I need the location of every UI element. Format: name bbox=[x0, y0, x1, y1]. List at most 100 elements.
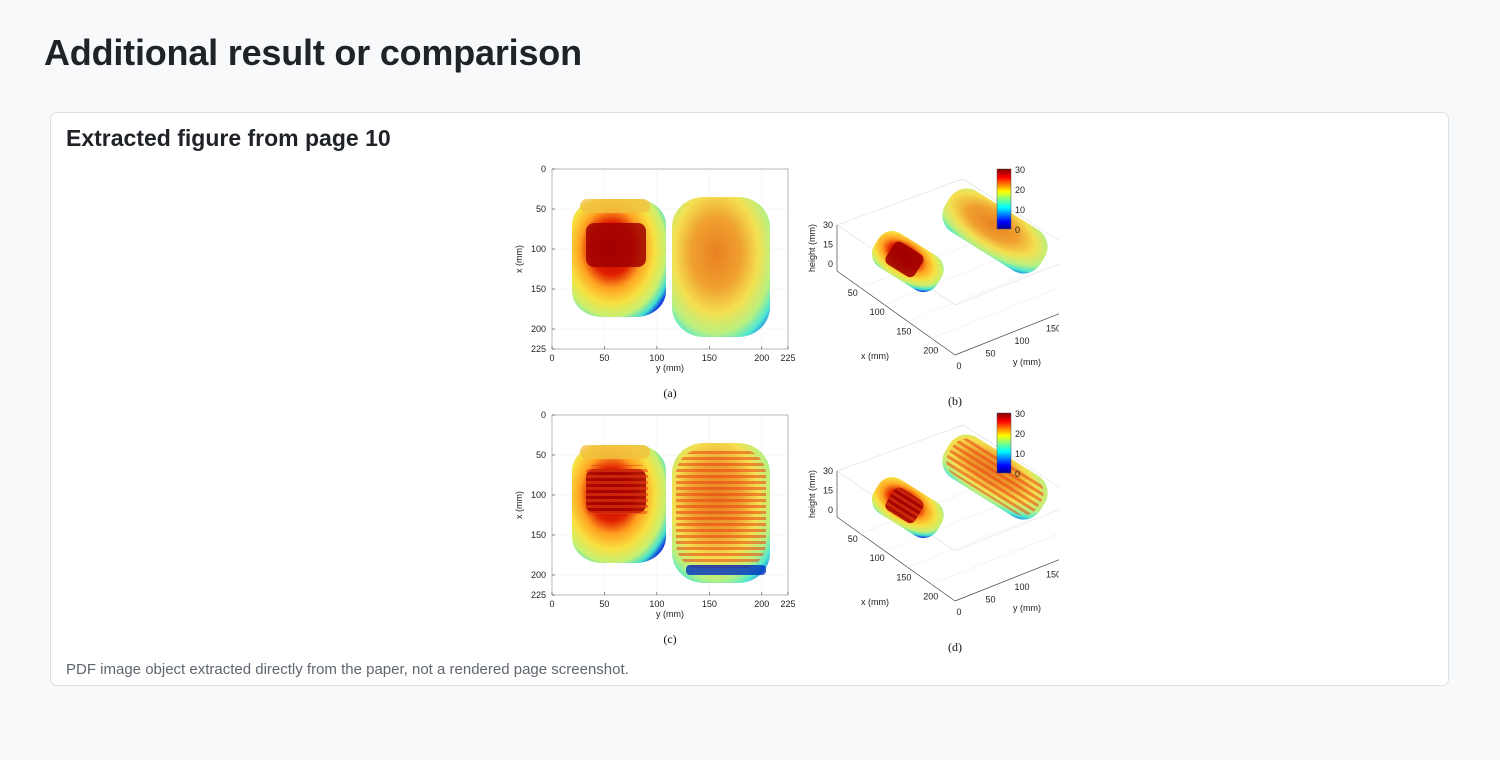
y-tick-label: 50 bbox=[536, 450, 546, 460]
colorbar-tick-label: 20 bbox=[1015, 185, 1025, 195]
car-left-hood bbox=[580, 445, 650, 459]
car-right-stripes bbox=[676, 449, 766, 569]
panel-label: (b) bbox=[948, 394, 962, 408]
y-tick-label: 0 bbox=[956, 607, 961, 617]
car-right-3d bbox=[942, 188, 1048, 274]
x-tick-label: 100 bbox=[870, 553, 885, 563]
z-axis-label: height (mm) bbox=[807, 224, 817, 272]
colorbar-tick-label: 30 bbox=[1015, 165, 1025, 175]
colorbar-tick-label: 0 bbox=[1015, 225, 1020, 235]
grid-line bbox=[931, 287, 1058, 339]
x-axis-label: x (mm) bbox=[861, 597, 889, 607]
card-title: Extracted figure from page 10 bbox=[66, 125, 391, 151]
y-tick-label: 50 bbox=[985, 349, 995, 359]
colorbar: 30 20 10 0 bbox=[996, 165, 1025, 235]
car-right-3d-stripes bbox=[946, 438, 1044, 516]
car-right-3d bbox=[942, 434, 1048, 520]
y-axis-label: y (mm) bbox=[1013, 357, 1041, 367]
grid-line bbox=[884, 254, 1011, 305]
colorbar-tick-label: 20 bbox=[1015, 429, 1025, 439]
x-tick-label: 100 bbox=[649, 599, 664, 609]
x-tick-label: 0 bbox=[549, 599, 554, 609]
colorbar-gradient bbox=[996, 412, 1012, 474]
y-tick-label: 150 bbox=[1046, 324, 1059, 334]
x-tick-label: 150 bbox=[702, 353, 717, 363]
y-axis-label: x (mm) bbox=[514, 245, 524, 273]
y-tick-label: 50 bbox=[536, 204, 546, 214]
y-tick-label: 225 bbox=[531, 344, 546, 354]
car-left-hood bbox=[580, 199, 650, 213]
car-left-3d-stripes bbox=[885, 487, 924, 524]
y-tick-label: 150 bbox=[531, 530, 546, 540]
x-tick-label: 150 bbox=[702, 599, 717, 609]
x-axis-label: y (mm) bbox=[656, 609, 684, 619]
colorbar-tick-label: 30 bbox=[1015, 409, 1025, 419]
panel-a: 0 0 50 50 100 100 150 150 200 200 225 225 y (mm) x (m… bbox=[514, 164, 796, 400]
colorbar-tick-label: 0 bbox=[1015, 469, 1020, 479]
y-axis-line bbox=[954, 313, 1059, 356]
y-axis-line bbox=[954, 559, 1059, 602]
colorbar-gradient bbox=[996, 168, 1012, 230]
x-tick-label: 200 bbox=[923, 345, 938, 355]
x-tick-label: 225 bbox=[780, 599, 795, 609]
grid-line bbox=[907, 271, 1034, 322]
y-tick-label: 100 bbox=[531, 244, 546, 254]
x-tick-label: 50 bbox=[848, 534, 858, 544]
x-axis-label: x (mm) bbox=[861, 351, 889, 361]
y-tick-label: 0 bbox=[541, 410, 546, 420]
x-tick-label: 50 bbox=[848, 288, 858, 298]
x-tick-label: 50 bbox=[599, 599, 609, 609]
z-tick-label: 30 bbox=[823, 220, 833, 230]
y-tick-label: 150 bbox=[1046, 570, 1059, 580]
z-tick-label: 15 bbox=[823, 240, 833, 250]
car-left-roof bbox=[586, 223, 646, 267]
car-right-heightmap bbox=[672, 197, 770, 337]
x-axis-line bbox=[836, 270, 956, 356]
car-right-3d-body bbox=[942, 188, 1048, 274]
x-tick-label: 100 bbox=[870, 307, 885, 317]
y-axis-label: x (mm) bbox=[514, 491, 524, 519]
z-axis-label: height (mm) bbox=[807, 470, 817, 518]
x-tick-label: 200 bbox=[754, 599, 769, 609]
z-tick-label: 30 bbox=[823, 466, 833, 476]
x-axis-line bbox=[836, 516, 956, 602]
x-tick-label: 100 bbox=[649, 353, 664, 363]
page-title: Additional result or comparison bbox=[44, 32, 582, 73]
y-tick-label: 100 bbox=[1014, 582, 1029, 592]
y-tick-label: 50 bbox=[985, 595, 995, 605]
y-axis-label: y (mm) bbox=[1013, 603, 1041, 613]
figure-caption: PDF image object extracted directly from… bbox=[66, 661, 629, 678]
grid-line bbox=[931, 533, 1058, 585]
x-tick-label: 50 bbox=[599, 353, 609, 363]
z-tick-label: 0 bbox=[828, 505, 833, 515]
x-tick-label: 150 bbox=[896, 572, 911, 582]
x-tick-label: 200 bbox=[923, 591, 938, 601]
y-tick-label: 150 bbox=[531, 284, 546, 294]
panel-label: (c) bbox=[663, 632, 676, 646]
z-tick-label: 15 bbox=[823, 486, 833, 496]
grid-line bbox=[884, 500, 1011, 551]
colorbar-tick-label: 10 bbox=[1015, 449, 1025, 459]
panel-label: (a) bbox=[663, 386, 676, 400]
y-tick-label: 100 bbox=[1014, 336, 1029, 346]
x-tick-label: 0 bbox=[549, 353, 554, 363]
panel-c: 0 0 50 50 100 100 150 150 200 200 225 225 y (mm) x (m… bbox=[514, 410, 796, 646]
x-tick-label: 200 bbox=[754, 353, 769, 363]
car-left-stripes bbox=[586, 465, 648, 517]
panel-label: (d) bbox=[948, 640, 962, 653]
figure-card: Extracted figure from page 10 bbox=[50, 112, 1449, 686]
z-tick-label: 0 bbox=[828, 259, 833, 269]
car-right-edge bbox=[686, 565, 766, 575]
colorbar-tick-label: 10 bbox=[1015, 205, 1025, 215]
y-tick-label: 0 bbox=[541, 164, 546, 174]
car-left-3d-roof bbox=[885, 241, 924, 278]
car-left-3d bbox=[871, 231, 944, 293]
x-tick-label: 150 bbox=[896, 326, 911, 336]
y-tick-label: 0 bbox=[956, 361, 961, 371]
y-tick-label: 100 bbox=[531, 490, 546, 500]
car-left-3d bbox=[871, 477, 944, 539]
extracted-figure: 0 0 50 50 100 100 150 150 200 200 225 225 y (mm) x (m… bbox=[459, 161, 1059, 653]
